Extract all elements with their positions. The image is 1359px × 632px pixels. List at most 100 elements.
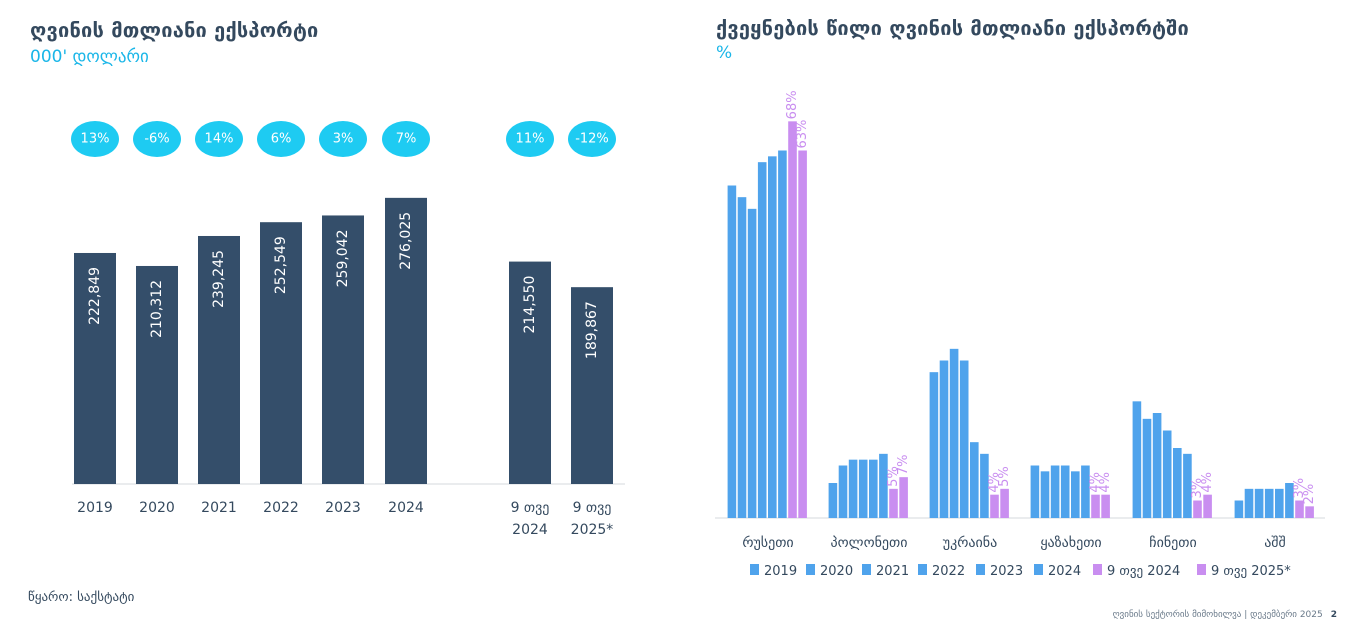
export-bar [74,252,116,484]
share-bar [1173,448,1182,518]
growth-label: 3% [333,132,354,147]
share-bar [737,197,747,518]
share-bar [959,360,969,518]
share-bar [1193,500,1202,518]
share-bar [1071,471,1080,518]
export-value-label: 189,867 [584,301,600,359]
share-bar [1000,488,1009,518]
share-bar [798,150,807,518]
export-bar [571,287,613,484]
share-data-label: 63% [795,120,810,149]
growth-badge [319,121,367,157]
legend-swatch [1034,564,1043,575]
share-bar [1152,413,1162,518]
growth-label: 14% [205,132,234,147]
share-bar [848,459,858,518]
legend-label: 2022 [932,564,965,579]
share-bar [899,477,908,518]
growth-badge [133,121,181,157]
year-tick-label: 2019 [77,500,113,516]
share-data-label: 3% [1292,478,1307,499]
share-bar [949,348,959,518]
legend-label: 2020 [820,564,853,579]
share-data-label: 4% [1098,472,1113,493]
share-bar [757,162,767,518]
export-bar [385,197,427,485]
country-tick-label: აშშ [1264,535,1286,551]
share-bar [828,483,838,518]
share-bar [768,156,777,519]
growth-label: -6% [144,132,169,147]
growth-label: 11% [516,132,545,147]
legend-label: 9 თვე 2025* [1211,564,1291,579]
share-bar [1244,488,1254,518]
year-tick-label: 2025* [571,522,614,538]
growth-badge [257,121,305,157]
legend-swatch [806,564,815,575]
total-export-chart: 222,849 13% 2019 210,312 -6% 2020 239,245 14% 20… [71,121,625,538]
share-bar [1030,465,1040,518]
country-tick-label: ჩინეთი [1149,535,1196,551]
share-bar [1234,500,1244,518]
share-bar [1285,483,1294,518]
export-value-label: 210,312 [149,280,165,338]
share-bar [1132,401,1142,518]
source-note: წყარო: საქსტატი [28,590,135,605]
share-bar [1203,494,1212,518]
growth-label: 13% [81,132,110,147]
export-bar [198,235,240,484]
share-bar [1183,453,1192,518]
left-chart-title: ღვინის მთლიანი ექსპორტი [30,18,319,42]
left-chart-subtitle: 000' დოლარი [30,47,149,67]
share-data-label: 4% [1088,472,1103,493]
share-bar [990,494,999,518]
share-bar [1295,500,1304,518]
share-bar [1040,471,1050,518]
share-bar [778,150,787,518]
share-data-label: 2% [1302,484,1317,505]
share-bar [747,208,757,519]
share-bar [939,360,949,518]
legend-swatch [1197,564,1206,575]
year-tick-label: 2024 [388,500,424,516]
share-data-label: 5% [997,466,1012,487]
year-tick-label: 9 თვე [511,500,550,516]
share-bar [1060,465,1070,518]
export-value-label: 276,025 [398,212,414,270]
year-tick-label: 2021 [201,500,237,516]
share-bar [1264,488,1274,518]
share-data-label: 3% [1190,478,1205,499]
share-bar [788,121,797,518]
share-bar [1162,430,1172,518]
legend-swatch [976,564,985,575]
page-footer: ღვინის სექტორის მიმოხილვა | დეკემბერი 20… [1113,610,1337,620]
share-data-label: 4% [1200,472,1215,493]
growth-label: 6% [271,132,292,147]
year-tick-label: 9 თვე [573,500,612,516]
legend-label: 2019 [764,564,797,579]
growth-badge [568,121,616,157]
growth-label: 7% [396,132,417,147]
export-value-label: 239,245 [211,250,227,308]
export-value-label: 214,550 [522,276,538,334]
year-tick-label: 2020 [139,500,175,516]
right-chart-title: ქვეყნების წილი ღვინის მთლიანი ექსპორტში [716,16,1189,40]
share-bar [1050,465,1060,518]
export-bar [260,222,302,485]
legend-label: 2023 [990,564,1023,579]
share-bar [1254,488,1264,518]
export-value-label: 222,849 [87,267,103,325]
growth-badge [195,121,243,157]
share-bar [1101,494,1110,518]
share-bar [1305,506,1314,518]
page-number: 2 [1330,610,1337,620]
export-value-label: 252,549 [273,236,289,294]
year-tick-label: 2023 [325,500,361,516]
growth-badge [71,121,119,157]
share-data-label: 68% [785,90,800,119]
year-tick-label: 2024 [512,522,548,538]
year-tick-label: 2022 [263,500,299,516]
legend-label: 2021 [876,564,909,579]
share-bar [980,453,989,518]
